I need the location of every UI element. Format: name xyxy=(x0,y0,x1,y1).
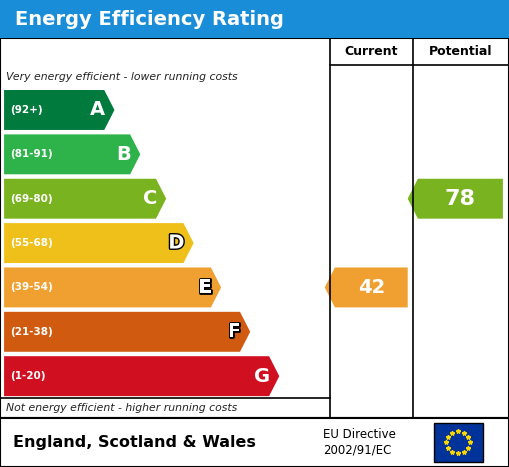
Text: Current: Current xyxy=(345,45,398,58)
Bar xyxy=(0,0,509,38)
Polygon shape xyxy=(4,134,140,174)
Polygon shape xyxy=(325,268,408,307)
Polygon shape xyxy=(4,312,250,352)
Text: (21-38): (21-38) xyxy=(10,327,53,337)
Polygon shape xyxy=(4,223,193,263)
Text: (81-91): (81-91) xyxy=(10,149,53,159)
Bar xyxy=(434,423,483,462)
Text: B: B xyxy=(117,145,131,164)
Text: A: A xyxy=(90,100,105,120)
Text: Potential: Potential xyxy=(429,45,493,58)
Bar xyxy=(0,418,509,467)
Text: Very energy efficient - lower running costs: Very energy efficient - lower running co… xyxy=(6,71,238,82)
Text: (69-80): (69-80) xyxy=(10,194,53,204)
Text: (1-20): (1-20) xyxy=(10,371,46,381)
Text: E: E xyxy=(199,278,212,297)
Text: (55-68): (55-68) xyxy=(10,238,53,248)
Bar xyxy=(0,38,509,418)
Polygon shape xyxy=(4,179,166,219)
Text: 42: 42 xyxy=(358,278,385,297)
Text: 78: 78 xyxy=(445,189,476,209)
Text: England, Scotland & Wales: England, Scotland & Wales xyxy=(13,435,256,450)
Text: (92+): (92+) xyxy=(10,105,43,115)
Text: Energy Efficiency Rating: Energy Efficiency Rating xyxy=(15,10,284,28)
Text: G: G xyxy=(254,367,270,386)
Text: Not energy efficient - higher running costs: Not energy efficient - higher running co… xyxy=(6,403,237,413)
Text: EU Directive
2002/91/EC: EU Directive 2002/91/EC xyxy=(323,429,396,456)
Text: D: D xyxy=(168,234,184,253)
Text: C: C xyxy=(143,189,157,208)
Polygon shape xyxy=(408,179,503,219)
Polygon shape xyxy=(4,90,115,130)
Polygon shape xyxy=(4,268,221,307)
Polygon shape xyxy=(4,356,279,396)
Text: (39-54): (39-54) xyxy=(10,283,53,292)
Text: F: F xyxy=(228,322,241,341)
